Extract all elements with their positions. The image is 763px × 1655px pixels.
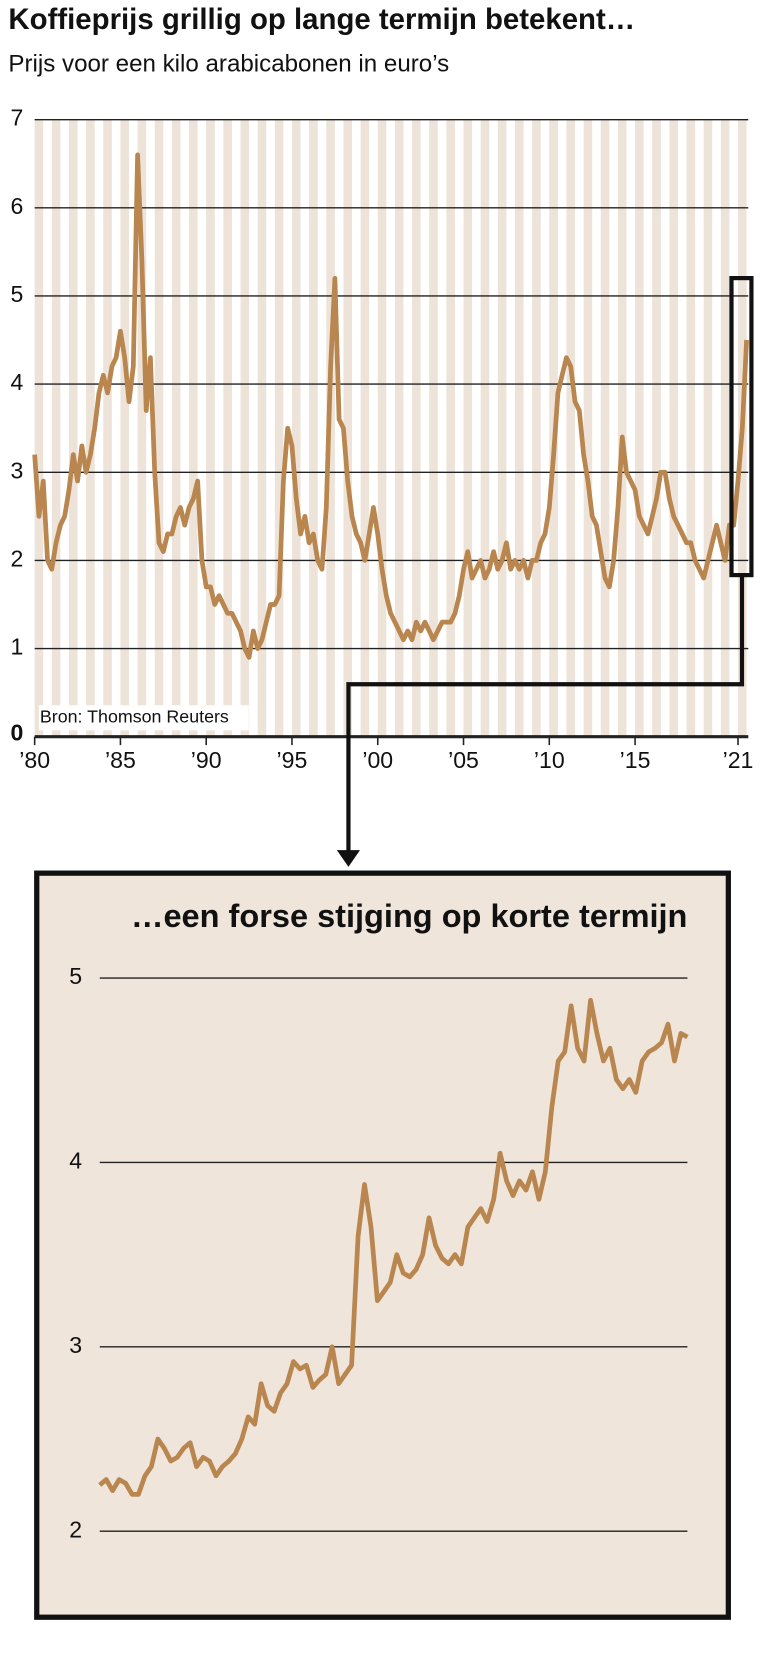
year-stripe <box>120 119 130 737</box>
year-stripe <box>171 119 181 737</box>
chart-subtitle: Prijs voor een kilo arabicabonen in euro… <box>8 50 449 77</box>
year-stripe <box>686 119 696 737</box>
x-tick-label: ’15 <box>620 747 651 773</box>
year-stripe <box>34 119 44 737</box>
y-tick-label: 6 <box>11 193 24 219</box>
year-stripe <box>583 119 593 737</box>
year-stripe <box>463 119 473 737</box>
year-stripe <box>532 119 541 737</box>
x-tick-label: ’00 <box>362 747 393 773</box>
year-stripe <box>343 119 353 737</box>
y-tick-label: 5 <box>11 281 24 307</box>
year-stripe <box>446 119 455 737</box>
year-stripe <box>86 119 95 737</box>
source-bg <box>38 705 249 731</box>
year-stripe <box>600 119 610 737</box>
x-tick-label: ’90 <box>191 747 222 773</box>
year-stripe <box>377 119 387 737</box>
connector <box>346 575 745 853</box>
source: Bron: Thomson Reuters <box>40 707 229 727</box>
y-tick-label: 0 <box>11 720 24 746</box>
year-stripe <box>240 119 250 737</box>
arrowhead <box>336 850 360 867</box>
year-stripe <box>497 119 507 737</box>
year-stripe <box>703 119 713 737</box>
x-tick-label: ’95 <box>277 747 308 773</box>
year-stripe <box>429 119 438 737</box>
x-tick-label: ’85 <box>105 747 136 773</box>
price-line <box>98 997 689 1497</box>
y-tick-label: 2 <box>11 546 24 572</box>
x-tick-label: ’05 <box>448 747 479 773</box>
y-tick-label: 2 <box>69 1516 82 1542</box>
inset-title: …een forse stijging op korte termijn <box>131 898 687 934</box>
year-stripe <box>360 119 370 737</box>
year-stripe <box>68 119 78 737</box>
y-tick-label: 4 <box>11 369 24 395</box>
main-chart: 0 1 2 3 4 5 6 7 ’80 ’85 ’90 ’95 ’00 ’05 ’10 ’15 ’21 <box>11 105 754 773</box>
year-stripe <box>154 119 164 737</box>
x-tick-label: ’80 <box>19 747 50 773</box>
year-stripe <box>257 119 267 737</box>
chart-title: Koffieprijs grillig op lange termijn bet… <box>8 3 635 36</box>
y-tick-label: 4 <box>69 1148 82 1174</box>
year-stripe <box>137 119 147 737</box>
year-stripe <box>412 119 421 737</box>
year-stripe <box>635 119 644 737</box>
y-tick-label: 1 <box>11 634 24 660</box>
year-stripe <box>291 119 301 737</box>
inset-chart: 2 3 4 5 <box>69 963 689 1542</box>
year-stripe <box>652 119 661 737</box>
x-tick-label: ’21 <box>723 747 754 773</box>
year-stripe <box>480 119 490 737</box>
year-stripe <box>223 119 232 737</box>
year-stripe <box>309 119 318 737</box>
x-tick-label: ’10 <box>534 747 565 773</box>
year-stripe <box>103 119 112 737</box>
year-stripe <box>566 119 576 737</box>
year-stripe <box>669 119 678 737</box>
price-line <box>32 152 749 660</box>
year-stripe <box>720 119 730 737</box>
year-stripe <box>394 119 404 737</box>
year-stripe <box>514 119 524 737</box>
year-stripe <box>617 119 627 737</box>
y-tick-label: 7 <box>11 105 24 131</box>
year-stripe <box>206 119 215 737</box>
inset-box <box>34 870 731 1620</box>
year-stripe <box>189 119 198 737</box>
year-stripe <box>51 119 61 737</box>
y-tick-label: 3 <box>11 457 24 483</box>
y-tick-label: 5 <box>69 963 82 989</box>
y-tick-label: 3 <box>69 1332 82 1358</box>
year-stripe <box>274 119 284 737</box>
